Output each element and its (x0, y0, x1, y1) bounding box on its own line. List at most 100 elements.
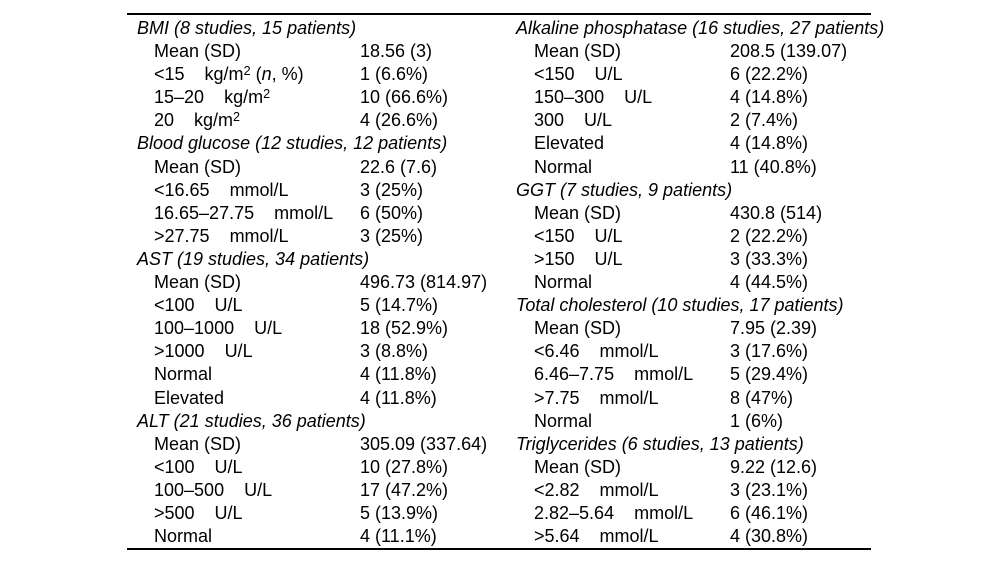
table-row: <6.46 mmol/L 3 (17.6%) (515, 340, 871, 363)
row-label: >150 U/L (534, 248, 623, 269)
table-row: Mean (SD) 430.8 (514) (515, 202, 871, 225)
row-value: 4 (11.8%) (360, 387, 437, 408)
table-row: 15–20 kg/m2 10 (66.6%) (127, 86, 515, 109)
section-header: GGT (7 studies, 9 patients) (516, 179, 733, 200)
row-unit: U/L (244, 479, 273, 500)
row-label: <100 U/L (154, 295, 243, 316)
row-value: 4 (30.8%) (730, 526, 809, 547)
table-column-left: BMI (8 studies, 15 patients) Mean (SD) 18.… (127, 17, 515, 548)
row-label: <6.46 mmol/L (534, 341, 659, 362)
table-row: 2.82–5.64 mmol/L 6 (46.1%) (515, 502, 871, 525)
row-unit: mmol/L (599, 387, 659, 408)
table-row: 100–500 U/L 17 (47.2%) (127, 479, 515, 502)
table-row: <100 U/L 10 (27.8%) (127, 456, 515, 479)
row-value: 3 (23.1%) (730, 479, 809, 500)
row-label: Mean (SD) (154, 41, 242, 62)
table-row: Normal 4 (44.5%) (515, 271, 871, 294)
table-row: <100 U/L 5 (14.7%) (127, 294, 515, 317)
row-value: 7.95 (2.39) (730, 318, 818, 339)
row-label: <16.65 mmol/L (154, 179, 289, 200)
row-value: 18.56 (3) (360, 41, 433, 62)
row-unit: kg/m2 (204, 63, 251, 85)
row-value: 8 (47%) (730, 387, 794, 408)
row-label: >1000 U/L (154, 341, 253, 362)
row-value: 208.5 (139.07) (730, 41, 848, 62)
row-value: 430.8 (514) (730, 202, 823, 223)
row-unit: U/L (254, 318, 283, 339)
table-row: >1000 U/L 3 (8.8%) (127, 340, 515, 363)
lab-values-table: BMI (8 studies, 15 patients) Mean (SD) 18.… (127, 13, 884, 550)
section-header: Total cholesterol (10 studies, 17 patien… (516, 295, 844, 316)
table-row: Normal 11 (40.8%) (515, 156, 871, 179)
row-value: 11 (40.8%) (730, 156, 817, 177)
table-row: Normal 4 (11.8%) (127, 363, 515, 386)
row-label: 100–1000 U/L (154, 318, 283, 339)
row-label: 2.82–5.64 mmol/L (534, 502, 694, 523)
row-label: <2.82 mmol/L (534, 479, 659, 500)
row-label: >27.75 mmol/L (154, 225, 289, 246)
row-value: 3 (25%) (360, 179, 424, 200)
row-value: 6 (46.1%) (730, 502, 809, 523)
section-header: AST (19 studies, 34 patients) (137, 248, 370, 269)
table-row: >500 U/L 5 (13.9%) (127, 502, 515, 525)
row-label: 16.65–27.75 mmol/L (154, 202, 334, 223)
row-label: 300 U/L (534, 110, 613, 131)
table-columns: BMI (8 studies, 15 patients) Mean (SD) 18.… (127, 17, 884, 548)
row-value: 6 (50%) (360, 202, 424, 223)
table-row: Mean (SD) 305.09 (337.64) (127, 433, 515, 456)
unit-superscript: 2 (233, 109, 241, 124)
row-label: 15–20 kg/m2 (154, 86, 271, 108)
section-header: ALT (21 studies, 36 patients) (137, 410, 366, 431)
row-unit: mmol/L (634, 364, 694, 385)
row-value: 4 (14.8%) (730, 133, 809, 154)
table-row: <15 kg/m2 (n, %) 1 (6.6%) (127, 63, 515, 86)
row-label: 150–300 U/L (534, 87, 653, 108)
row-unit: U/L (594, 248, 623, 269)
row-unit: U/L (624, 87, 653, 108)
row-unit: kg/m2 (194, 109, 241, 131)
row-unit: mmol/L (599, 526, 659, 547)
row-label: <150 U/L (534, 225, 623, 246)
table-row: Mean (SD) 22.6 (7.6) (127, 156, 515, 179)
row-value: 3 (17.6%) (730, 341, 809, 362)
row-unit: U/L (214, 295, 243, 316)
row-value: 3 (33.3%) (730, 248, 809, 269)
table-row: <2.82 mmol/L 3 (23.1%) (515, 479, 871, 502)
table-row: <150 U/L 6 (22.2%) (515, 63, 871, 86)
row-value: 3 (25%) (360, 225, 424, 246)
row-value: 2 (7.4%) (730, 110, 799, 131)
table-row: Mean (SD) 18.56 (3) (127, 40, 515, 63)
table-row: <150 U/L 2 (22.2%) (515, 225, 871, 248)
table-row: >27.75 mmol/L 3 (25%) (127, 225, 515, 248)
row-value: 2 (22.2%) (730, 225, 809, 246)
row-value: 3 (8.8%) (360, 341, 429, 362)
row-value: 9.22 (12.6) (730, 456, 818, 477)
unit-superscript: 2 (263, 86, 271, 101)
row-value: 17 (47.2%) (360, 479, 449, 500)
table-row: >150 U/L 3 (33.3%) (515, 248, 871, 271)
row-label: Mean (SD) (154, 272, 242, 293)
row-value: 10 (27.8%) (360, 456, 449, 477)
table-row: 16.65–27.75 mmol/L 6 (50%) (127, 202, 515, 225)
row-label: Elevated (154, 387, 225, 408)
table-row: Mean (SD) 208.5 (139.07) (515, 40, 871, 63)
row-label: 100–500 U/L (154, 479, 273, 500)
row-label: Normal (154, 526, 213, 547)
row-label: Mean (SD) (154, 156, 242, 177)
table-row: 100–1000 U/L 18 (52.9%) (127, 317, 515, 340)
row-unit: mmol/L (599, 341, 659, 362)
row-unit: mmol/L (599, 479, 659, 500)
row-label: Mean (SD) (534, 41, 622, 62)
row-unit: kg/m2 (224, 86, 271, 108)
table-row: Mean (SD) 496.73 (814.97) (127, 271, 515, 294)
row-unit: U/L (594, 225, 623, 246)
row-value: 4 (44.5%) (730, 272, 809, 293)
row-label: Normal (534, 410, 593, 431)
row-label: Mean (SD) (154, 433, 242, 454)
row-value: 4 (11.1%) (360, 526, 437, 547)
row-unit: mmol/L (274, 202, 334, 223)
table-row: Normal 1 (6%) (515, 410, 871, 433)
row-unit: mmol/L (229, 225, 289, 246)
row-label: 6.46–7.75 mmol/L (534, 364, 694, 385)
table-row: 300 U/L 2 (7.4%) (515, 109, 871, 132)
